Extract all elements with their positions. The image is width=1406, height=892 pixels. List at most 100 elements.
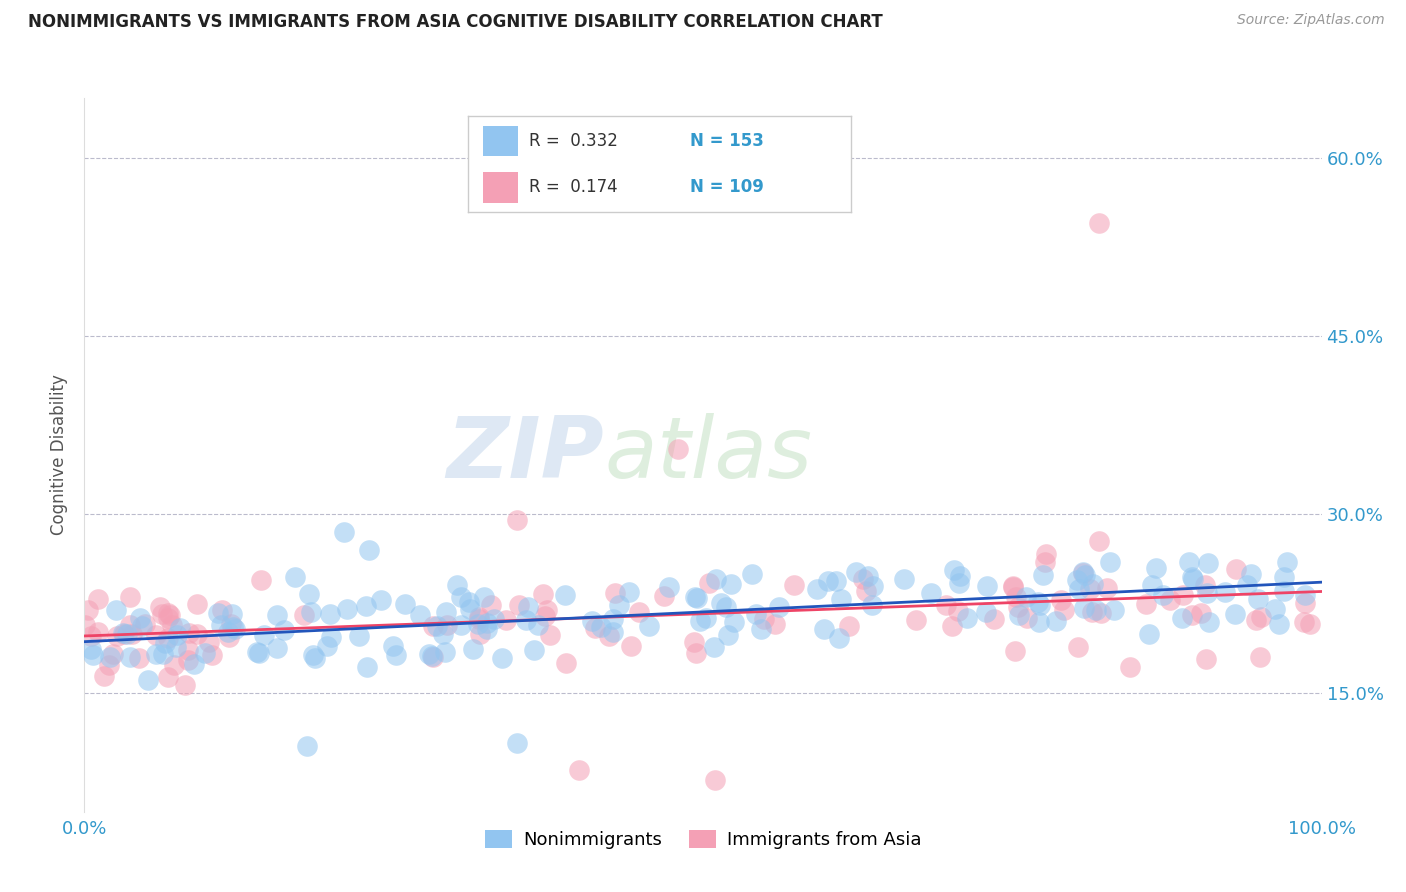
Point (472, 590, 495, 604)
Text: atlas: atlas (605, 413, 813, 497)
Point (628, 605, 651, 619)
Point (136, 673, 159, 687)
Point (101, 647, 124, 661)
Point (1033, 555, 1056, 569)
Point (302, 648, 325, 662)
Point (508, 598, 530, 612)
Point (749, 623, 772, 637)
Point (211, 603, 233, 617)
Point (720, 576, 742, 591)
Legend: Nonimmigrants, Immigrants from Asia: Nonimmigrants, Immigrants from Asia (478, 822, 928, 856)
Text: ZIP: ZIP (446, 413, 605, 497)
Point (838, 618, 860, 632)
Point (754, 612, 776, 626)
Point (174, 678, 197, 692)
Point (105, 629, 128, 643)
Point (475, 615, 498, 630)
Point (976, 579, 998, 593)
Point (689, 614, 711, 628)
Bar (484, 172, 517, 202)
Point (463, 642, 485, 657)
Point (250, 573, 273, 587)
Point (434, 605, 457, 619)
Point (209, 617, 232, 632)
Point (1250, 609, 1272, 624)
Point (1264, 602, 1286, 616)
Point (1078, 582, 1101, 596)
Point (422, 619, 444, 633)
Point (1073, 568, 1095, 582)
Point (666, 442, 689, 456)
Point (1015, 611, 1038, 625)
Point (98, 650, 121, 665)
Point (860, 598, 883, 612)
Point (589, 619, 612, 633)
Point (845, 565, 868, 579)
Point (176, 653, 198, 667)
Point (620, 640, 643, 654)
Point (479, 598, 502, 612)
Point (169, 621, 191, 635)
Point (704, 573, 727, 587)
Point (75, 617, 97, 632)
Point (1181, 607, 1204, 622)
Point (1083, 577, 1105, 591)
Point (830, 591, 852, 606)
Point (418, 647, 440, 661)
Point (956, 611, 979, 625)
Point (827, 631, 849, 645)
Point (1067, 640, 1090, 655)
Point (450, 590, 472, 604)
Point (741, 567, 763, 582)
Point (304, 650, 326, 665)
Point (458, 595, 481, 609)
Point (605, 586, 627, 600)
Point (246, 645, 269, 659)
Point (825, 574, 848, 589)
Point (1275, 555, 1298, 569)
Point (1213, 585, 1236, 599)
Point (224, 622, 246, 636)
Point (983, 612, 1005, 626)
Point (1098, 555, 1121, 569)
Point (516, 600, 538, 615)
Point (783, 577, 806, 591)
Point (370, 592, 392, 607)
Point (1272, 569, 1295, 583)
Point (298, 587, 321, 601)
Point (617, 585, 640, 599)
Point (515, 613, 537, 627)
Text: N = 109: N = 109 (690, 178, 765, 196)
Point (1294, 596, 1316, 610)
Point (436, 618, 458, 632)
Point (1104, 603, 1126, 617)
Point (1225, 562, 1247, 576)
Point (1144, 561, 1167, 575)
Point (194, 646, 217, 660)
Point (1294, 588, 1316, 602)
Point (198, 634, 221, 648)
Point (183, 657, 205, 672)
Point (98, 657, 121, 672)
Y-axis label: Cognitive Disability: Cognitive Disability (51, 375, 69, 535)
Point (704, 772, 727, 787)
Point (695, 610, 717, 624)
Point (1159, 592, 1181, 607)
Point (253, 628, 276, 642)
Point (905, 613, 928, 627)
Point (1002, 580, 1025, 594)
Point (87, 625, 110, 640)
Point (686, 591, 709, 605)
Point (1246, 613, 1268, 627)
Point (333, 525, 356, 540)
Point (1008, 607, 1031, 622)
Point (935, 599, 957, 613)
Point (1189, 606, 1212, 620)
Point (1088, 533, 1111, 548)
Point (745, 607, 768, 622)
Point (284, 570, 307, 584)
Point (495, 614, 517, 628)
Point (299, 605, 322, 619)
Point (717, 628, 740, 642)
Point (162, 617, 184, 632)
